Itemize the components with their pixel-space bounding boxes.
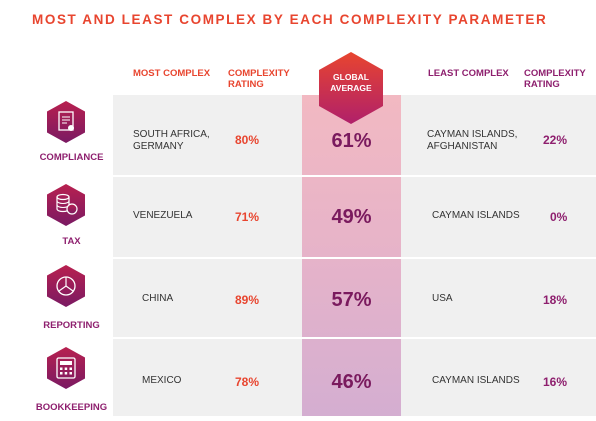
least-complex-country: CAYMAN ISLANDS xyxy=(432,375,520,386)
most-complex-rating: 80% xyxy=(235,133,260,147)
document-icon xyxy=(47,101,85,143)
row-divider xyxy=(30,175,596,177)
least-complex-country: CAYMAN ISLANDS, AFGHANISTAN xyxy=(427,129,518,152)
least-complex-rating: 18% xyxy=(543,293,568,307)
most-complex-rating: 89% xyxy=(235,293,260,307)
global-average-value: 49% xyxy=(331,206,372,228)
calculator-icon xyxy=(47,347,85,389)
least-complex-rating: 16% xyxy=(543,375,568,389)
most-complex-country: SOUTH AFRICA, GERMANY xyxy=(133,129,210,152)
most-complex-rating: 71% xyxy=(235,210,260,224)
header-complexity-rating-left: COMPLEXITY RATING xyxy=(228,68,290,90)
global-average-column xyxy=(302,95,401,416)
global-average-value: 61% xyxy=(331,130,372,152)
least-complex-rating: 0% xyxy=(550,210,568,224)
page-title: MOST AND LEAST COMPLEX BY EACH COMPLEXIT… xyxy=(32,12,548,27)
category-label: REPORTING xyxy=(43,320,100,331)
pie-chart-icon xyxy=(47,265,85,307)
global-average-badge xyxy=(319,52,383,124)
header-least-complex: LEAST COMPLEX xyxy=(428,68,509,79)
header-most-complex: MOST COMPLEX xyxy=(133,68,211,79)
category-label: TAX xyxy=(62,236,81,247)
coins-icon xyxy=(47,184,85,226)
least-complex-rating: 22% xyxy=(543,133,568,147)
category-label: BOOKKEEPING xyxy=(35,402,108,413)
least-complex-country: USA xyxy=(432,293,453,304)
most-complex-country: CHINA xyxy=(142,293,174,304)
most-complex-country: MEXICO xyxy=(142,375,182,386)
least-complex-country: CAYMAN ISLANDS xyxy=(432,210,520,221)
global-average-value: 46% xyxy=(331,371,372,393)
most-complex-rating: 78% xyxy=(235,375,260,389)
category-label: COMPLIANCE xyxy=(39,152,104,163)
row-divider xyxy=(30,337,596,339)
header-complexity-rating-right: COMPLEXITY RATING xyxy=(524,68,586,90)
most-complex-country: VENEZUELA xyxy=(133,210,193,221)
global-average-label: GLOBAL AVERAGE xyxy=(330,72,372,93)
global-average-value: 57% xyxy=(331,289,372,311)
row-divider xyxy=(30,257,596,259)
